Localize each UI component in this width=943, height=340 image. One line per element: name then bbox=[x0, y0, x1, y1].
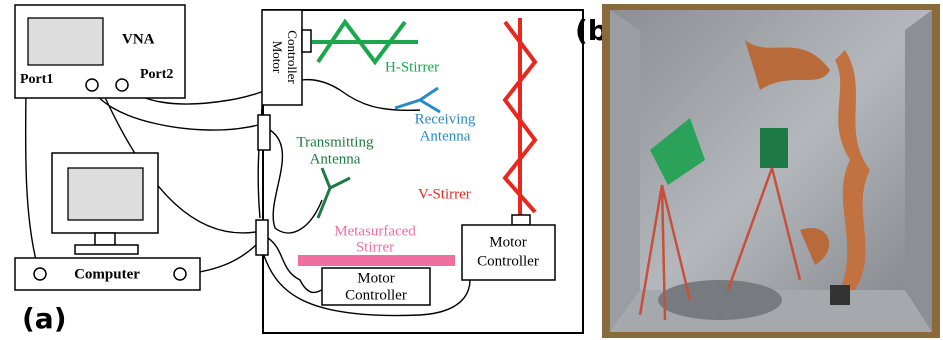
metasurface-label: Stirrer bbox=[356, 239, 394, 255]
connector bbox=[258, 115, 270, 150]
panel-label: (a) bbox=[22, 302, 67, 335]
vna-label: VNA bbox=[122, 31, 155, 47]
computer-port bbox=[174, 268, 186, 280]
v-stirrer bbox=[505, 18, 535, 215]
port1-label: Port1 bbox=[20, 72, 53, 87]
h-stirrer bbox=[312, 22, 418, 62]
v-stirrer-label: V-Stirrer bbox=[418, 186, 471, 202]
monitor-base bbox=[75, 245, 138, 254]
receiving-antenna bbox=[395, 88, 440, 112]
chamber-photo bbox=[602, 4, 940, 338]
receiving-antenna-label: Receiving bbox=[415, 111, 476, 127]
port1 bbox=[86, 79, 98, 91]
vna-screen bbox=[28, 18, 103, 65]
receiving-antenna-label: Antenna bbox=[420, 128, 471, 144]
h-stirrer-label: H-Stirrer bbox=[385, 59, 439, 75]
metasurface-stirrer bbox=[298, 255, 455, 266]
motor-controller-label: Controller bbox=[345, 287, 407, 303]
computer-port bbox=[34, 268, 46, 280]
motor-controller-label: Motor bbox=[270, 41, 285, 74]
motor-controller-label: Motor bbox=[489, 234, 527, 250]
motor-controller-label: Controller bbox=[477, 253, 539, 269]
transmitting-antenna-label: Antenna bbox=[310, 151, 361, 167]
computer-label: Computer bbox=[74, 266, 140, 282]
connector bbox=[256, 220, 268, 255]
transmitting-antenna-label: Transmitting bbox=[297, 134, 374, 150]
monitor-stand bbox=[95, 233, 115, 245]
port2-label: Port2 bbox=[140, 67, 173, 82]
metasurface-label: Metasurfaced bbox=[334, 223, 416, 239]
figure: VNA Port1 Port2 Computer (a) Motor Contr… bbox=[0, 0, 943, 340]
motor-controller-label: Controller bbox=[285, 30, 300, 84]
transmitting-antenna bbox=[318, 168, 350, 218]
motor-shaft bbox=[302, 30, 311, 52]
port2 bbox=[116, 79, 128, 91]
motor-controller-label: Motor bbox=[357, 270, 395, 286]
monitor-screen bbox=[68, 168, 143, 220]
motor-shaft bbox=[512, 215, 530, 225]
